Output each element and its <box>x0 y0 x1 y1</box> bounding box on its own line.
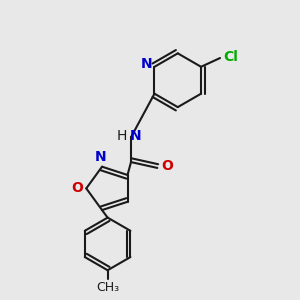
Text: N: N <box>95 150 106 164</box>
Text: N: N <box>130 129 142 143</box>
Text: N: N <box>140 58 152 71</box>
Text: O: O <box>71 182 83 195</box>
Text: Cl: Cl <box>224 50 238 64</box>
Text: CH₃: CH₃ <box>96 281 119 294</box>
Text: O: O <box>161 160 173 173</box>
Text: H: H <box>116 129 127 143</box>
